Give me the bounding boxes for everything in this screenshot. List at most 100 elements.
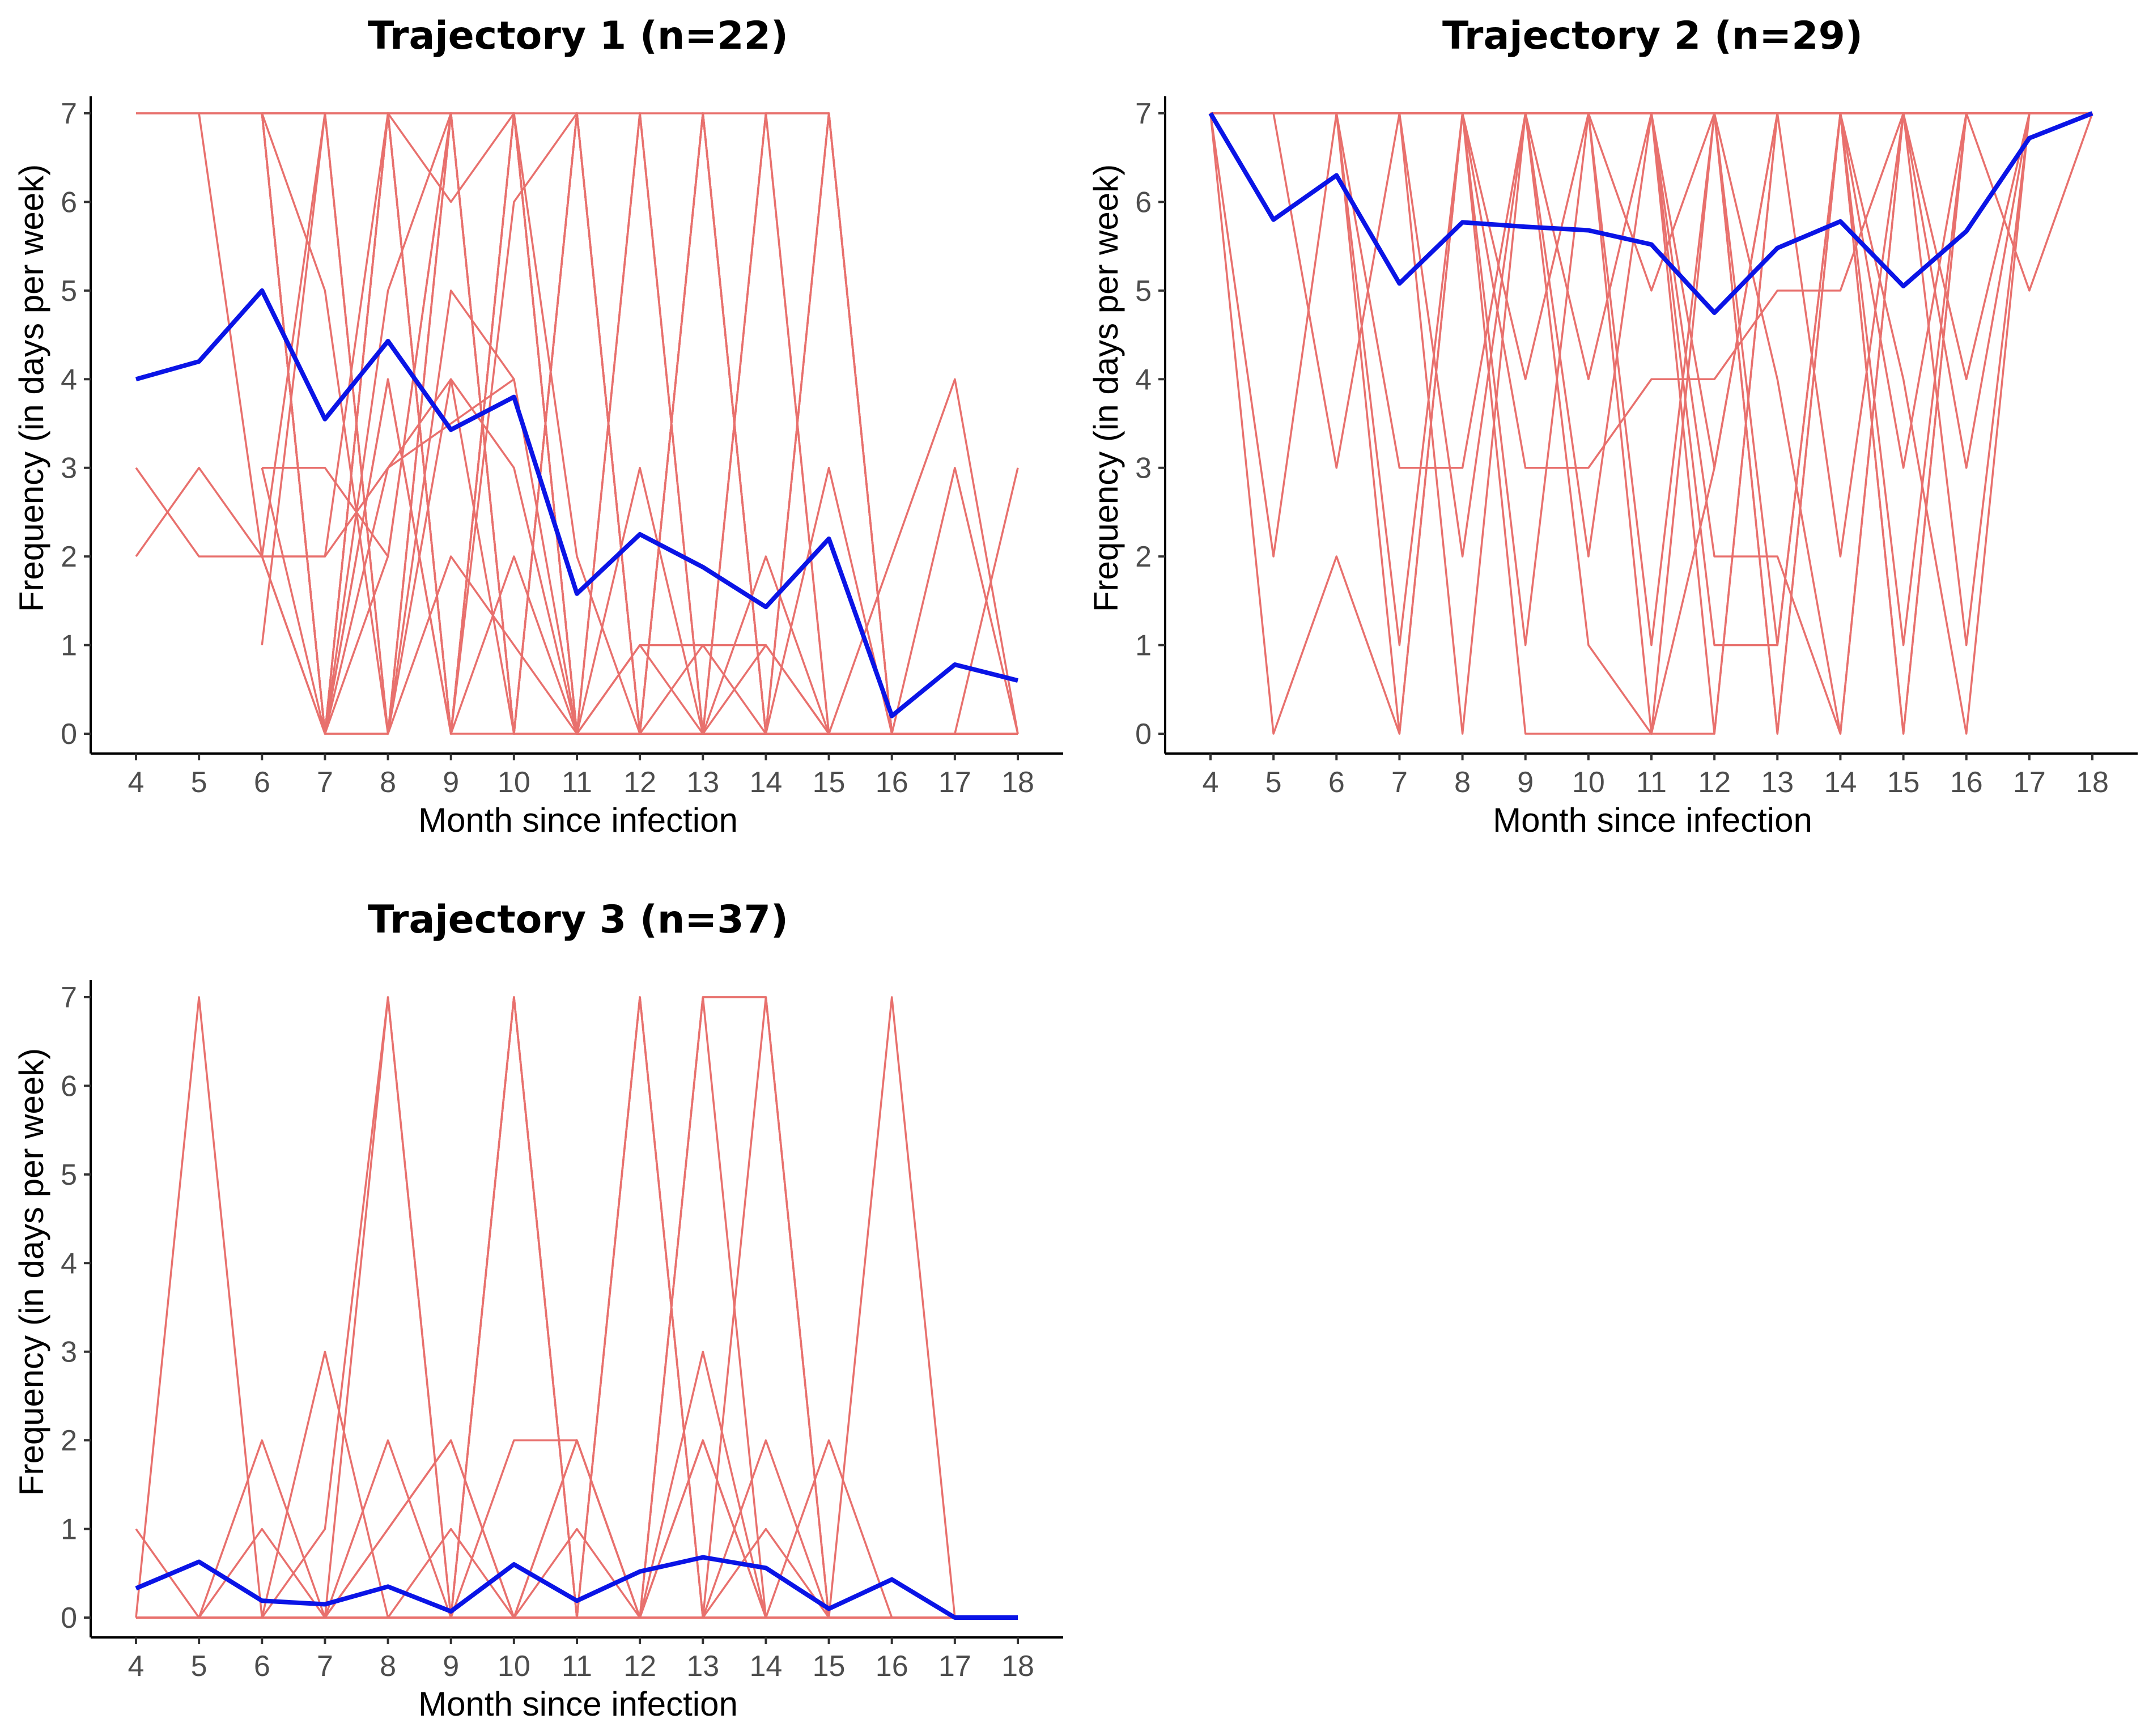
y-tick-label: 0 [61,1602,77,1635]
y-tick-label: 3 [61,1336,77,1369]
x-tick-label: 14 [1824,766,1857,799]
y-tick-label: 7 [61,97,77,130]
trajectory-3-chart: Trajectory 3 (n=37) Frequency (in days p… [12,897,1063,1723]
individual-trajectory-line [136,112,1018,735]
individual-trajectory-line [136,996,1018,1619]
y-tick-label: 6 [61,186,77,219]
x-tick-label: 18 [2076,766,2109,799]
trajectory-2-chart: Trajectory 2 (n=29) Frequency (in days p… [1087,14,2138,839]
trajectory-2-panel: Trajectory 2 (n=29) Frequency (in days p… [1074,0,2149,864]
x-tick-label: 6 [254,766,270,799]
y-tick-label: 1 [61,1513,77,1546]
x-tick-label: 12 [1698,766,1731,799]
x-tick-label: 12 [623,1650,656,1683]
x-tick-label: 5 [191,766,207,799]
x-tick-label: 18 [1001,766,1034,799]
chart-title: Trajectory 1 (n=22) [368,14,788,58]
x-tick-label: 4 [128,766,145,799]
x-tick-label: 11 [1636,766,1667,799]
x-axis-label: Month since infection [418,1685,738,1723]
y-tick-label: 4 [61,363,77,396]
trajectory-1-chart: Trajectory 1 (n=22) Frequency (in days p… [12,14,1063,839]
y-tick-label: 2 [1135,541,1152,573]
individual-trajectory-line [261,112,1018,735]
x-tick-label: 5 [191,1650,207,1683]
y-axis-label: Frequency (in days per week) [1087,164,1125,612]
y-tick-label: 5 [61,1159,77,1192]
x-tick-label: 6 [254,1650,270,1683]
x-tick-label: 11 [562,766,592,799]
individual-trajectory-line [136,996,1018,1619]
x-tick-label: 15 [1887,766,1920,799]
x-tick-label: 13 [686,766,719,799]
x-tick-label: 9 [443,766,459,799]
x-tick-label: 7 [1391,766,1408,799]
x-tick-label: 8 [1454,766,1471,799]
individual-trajectory-line [135,112,1018,735]
x-tick-label: 13 [1761,766,1794,799]
y-tick-label: 2 [61,1424,77,1457]
individual-trajectory-line [1211,112,2092,292]
y-tick-label: 4 [61,1247,77,1280]
x-tick-label: 15 [813,1650,846,1683]
individual-trajectory-line [136,112,1018,735]
x-tick-label: 8 [380,766,396,799]
x-tick-label: 17 [2013,766,2046,799]
trajectory-3-panel: Trajectory 3 (n=37) Frequency (in days p… [0,884,1074,1736]
x-tick-label: 16 [1950,766,1983,799]
x-axis-label: Month since infection [1493,801,1812,839]
y-tick-label: 6 [61,1070,77,1103]
x-axis-label: Month since infection [418,801,738,839]
chart-title: Trajectory 3 (n=37) [368,897,788,942]
x-tick-label: 10 [498,1650,530,1683]
individual-trajectory-line [136,1527,1018,1619]
individual-trajectory-line [136,996,1018,1619]
y-tick-label: 2 [61,541,77,573]
x-tick-label: 6 [1328,766,1345,799]
x-tick-label: 8 [380,1650,396,1683]
y-tick-label: 0 [61,718,77,751]
individual-trajectory-line [135,996,1018,1619]
x-tick-label: 7 [317,766,333,799]
x-tick-label: 17 [938,1650,971,1683]
x-tick-label: 9 [1517,766,1534,799]
y-tick-label: 5 [1135,275,1152,308]
x-tick-label: 9 [443,1650,459,1683]
mean-trajectory-line [135,1555,1018,1620]
x-tick-label: 10 [1572,766,1605,799]
x-tick-label: 16 [876,1650,908,1683]
y-tick-label: 7 [1135,97,1152,130]
x-tick-label: 10 [498,766,530,799]
x-tick-label: 12 [623,766,656,799]
x-tick-label: 11 [562,1650,592,1683]
y-tick-label: 4 [1135,363,1152,396]
x-tick-label: 15 [813,766,846,799]
x-tick-label: 4 [1203,766,1219,799]
chart-title: Trajectory 2 (n=29) [1442,14,1863,58]
x-tick-label: 17 [938,766,971,799]
individual-trajectory-line [136,996,1018,1619]
y-axis-label: Frequency (in days per week) [12,1048,50,1496]
y-tick-label: 3 [1135,452,1152,485]
x-tick-label: 18 [1001,1650,1034,1683]
mean-trajectory-line [1208,111,2093,315]
individual-trajectory-line [136,996,1018,1619]
x-tick-label: 13 [686,1650,719,1683]
x-tick-label: 14 [750,766,783,799]
y-tick-label: 1 [1135,629,1152,662]
x-tick-label: 7 [317,1650,333,1683]
y-axis-label: Frequency (in days per week) [12,164,50,612]
trajectory-1-panel: Trajectory 1 (n=22) Frequency (in days p… [0,0,1074,864]
x-tick-label: 4 [128,1650,145,1683]
y-tick-label: 5 [61,275,77,308]
y-tick-label: 0 [1135,718,1152,751]
individual-trajectory-line [136,1350,1018,1619]
x-tick-label: 16 [876,766,908,799]
x-tick-label: 14 [750,1650,783,1683]
x-tick-label: 5 [1265,766,1282,799]
mean-trajectory-line [135,288,1018,718]
y-tick-label: 7 [61,981,77,1014]
